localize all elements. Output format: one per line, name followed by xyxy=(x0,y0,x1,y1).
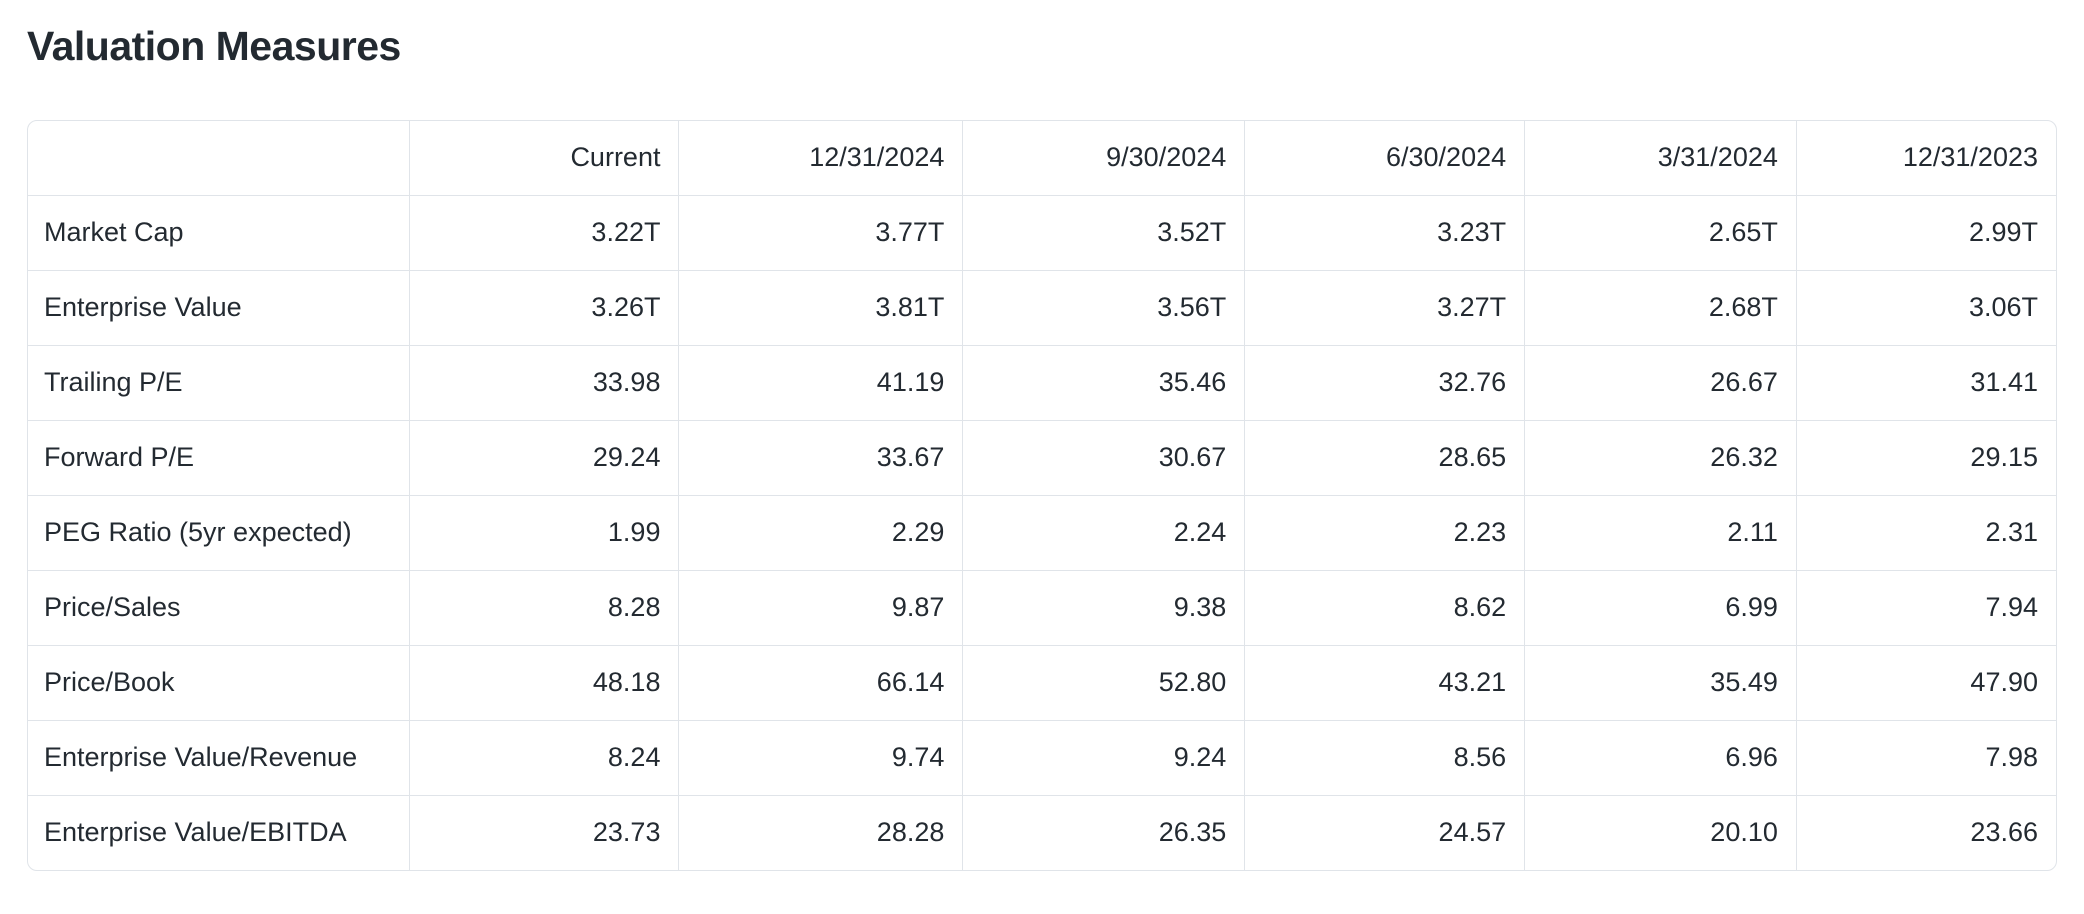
table-header-row: Current 12/31/2024 9/30/2024 6/30/2024 3… xyxy=(28,121,2056,195)
valuation-measures-section: Valuation Measures Current 12/31/2024 9/… xyxy=(0,22,2084,914)
metric-value: 2.11 xyxy=(1524,494,1797,570)
column-header-date-3: 6/30/2024 xyxy=(1244,121,1525,195)
metric-value: 8.28 xyxy=(408,569,679,645)
metric-value: 1.99 xyxy=(408,494,679,570)
metric-value: 3.77T xyxy=(678,194,963,270)
metric-value: 23.66 xyxy=(1795,794,2056,870)
metric-value: 2.65T xyxy=(1524,194,1797,270)
metric-value: 33.67 xyxy=(678,419,963,495)
column-header-date-5: 12/31/2023 xyxy=(1795,121,2056,195)
table-row-ev-ebitda: Enterprise Value/EBITDA 23.73 28.28 26.3… xyxy=(28,794,2056,870)
metric-value: 48.18 xyxy=(408,644,679,720)
row-label: Enterprise Value/Revenue xyxy=(28,719,410,795)
metric-value: 6.96 xyxy=(1524,719,1797,795)
metric-value: 3.81T xyxy=(678,269,963,345)
metric-value: 9.38 xyxy=(962,569,1245,645)
metric-value: 3.06T xyxy=(1795,269,2056,345)
metric-value: 7.94 xyxy=(1795,569,2056,645)
metric-value: 35.46 xyxy=(962,344,1245,420)
row-label: Market Cap xyxy=(28,194,410,270)
metric-value: 26.67 xyxy=(1524,344,1797,420)
metric-value: 43.21 xyxy=(1244,644,1525,720)
row-label: Forward P/E xyxy=(28,419,410,495)
table-row-enterprise-value: Enterprise Value 3.26T 3.81T 3.56T 3.27T… xyxy=(28,269,2056,345)
metric-value: 47.90 xyxy=(1795,644,2056,720)
valuation-table-container: Current 12/31/2024 9/30/2024 6/30/2024 3… xyxy=(27,120,2057,871)
metric-value: 31.41 xyxy=(1795,344,2056,420)
metric-value: 24.57 xyxy=(1244,794,1525,870)
row-label: Trailing P/E xyxy=(28,344,410,420)
metric-value: 2.31 xyxy=(1795,494,2056,570)
metric-value: 3.56T xyxy=(962,269,1245,345)
metric-value: 8.24 xyxy=(408,719,679,795)
metric-value: 30.67 xyxy=(962,419,1245,495)
metric-value: 2.68T xyxy=(1524,269,1797,345)
valuation-table: Current 12/31/2024 9/30/2024 6/30/2024 3… xyxy=(28,121,2056,870)
metric-value: 52.80 xyxy=(962,644,1245,720)
row-label: Price/Book xyxy=(28,644,410,720)
table-row-price-sales: Price/Sales 8.28 9.87 9.38 8.62 6.99 7.9… xyxy=(28,569,2056,645)
row-label: PEG Ratio (5yr expected) xyxy=(28,494,410,570)
metric-value: 9.74 xyxy=(678,719,963,795)
metric-value: 29.15 xyxy=(1795,419,2056,495)
metric-value: 9.24 xyxy=(962,719,1245,795)
metric-value: 2.23 xyxy=(1244,494,1525,570)
metric-value: 6.99 xyxy=(1524,569,1797,645)
metric-value: 3.27T xyxy=(1244,269,1525,345)
table-row-peg-ratio: PEG Ratio (5yr expected) 1.99 2.29 2.24 … xyxy=(28,494,2056,570)
metric-value: 2.99T xyxy=(1795,194,2056,270)
column-header-date-2: 9/30/2024 xyxy=(962,121,1245,195)
row-label: Enterprise Value xyxy=(28,269,410,345)
section-title: Valuation Measures xyxy=(27,23,401,69)
metric-value: 2.24 xyxy=(962,494,1245,570)
table-row-ev-revenue: Enterprise Value/Revenue 8.24 9.74 9.24 … xyxy=(28,719,2056,795)
metric-value: 41.19 xyxy=(678,344,963,420)
metric-value: 23.73 xyxy=(408,794,679,870)
metric-value: 8.56 xyxy=(1244,719,1525,795)
metric-value: 26.32 xyxy=(1524,419,1797,495)
metric-value: 8.62 xyxy=(1244,569,1525,645)
row-label: Enterprise Value/EBITDA xyxy=(28,794,410,870)
table-row-price-book: Price/Book 48.18 66.14 52.80 43.21 35.49… xyxy=(28,644,2056,720)
column-header-current: Current xyxy=(408,121,679,195)
metric-value: 26.35 xyxy=(962,794,1245,870)
metric-value: 3.23T xyxy=(1244,194,1525,270)
row-label: Price/Sales xyxy=(28,569,410,645)
metric-value: 20.10 xyxy=(1524,794,1797,870)
metric-value: 3.22T xyxy=(408,194,679,270)
metric-value: 35.49 xyxy=(1524,644,1797,720)
metric-value: 9.87 xyxy=(678,569,963,645)
metric-value: 33.98 xyxy=(408,344,679,420)
metric-value: 28.28 xyxy=(678,794,963,870)
metric-value: 7.98 xyxy=(1795,719,2056,795)
metric-value: 32.76 xyxy=(1244,344,1525,420)
metric-value: 3.26T xyxy=(408,269,679,345)
metric-value: 2.29 xyxy=(678,494,963,570)
table-row-trailing-pe: Trailing P/E 33.98 41.19 35.46 32.76 26.… xyxy=(28,344,2056,420)
column-header-metric xyxy=(28,121,409,195)
metric-value: 3.52T xyxy=(962,194,1245,270)
metric-value: 29.24 xyxy=(408,419,679,495)
metric-value: 28.65 xyxy=(1244,419,1525,495)
column-header-date-1: 12/31/2024 xyxy=(678,121,963,195)
table-row-forward-pe: Forward P/E 29.24 33.67 30.67 28.65 26.3… xyxy=(28,419,2056,495)
table-row-market-cap: Market Cap 3.22T 3.77T 3.52T 3.23T 2.65T… xyxy=(28,194,2056,270)
metric-value: 66.14 xyxy=(678,644,963,720)
column-header-date-4: 3/31/2024 xyxy=(1524,121,1797,195)
